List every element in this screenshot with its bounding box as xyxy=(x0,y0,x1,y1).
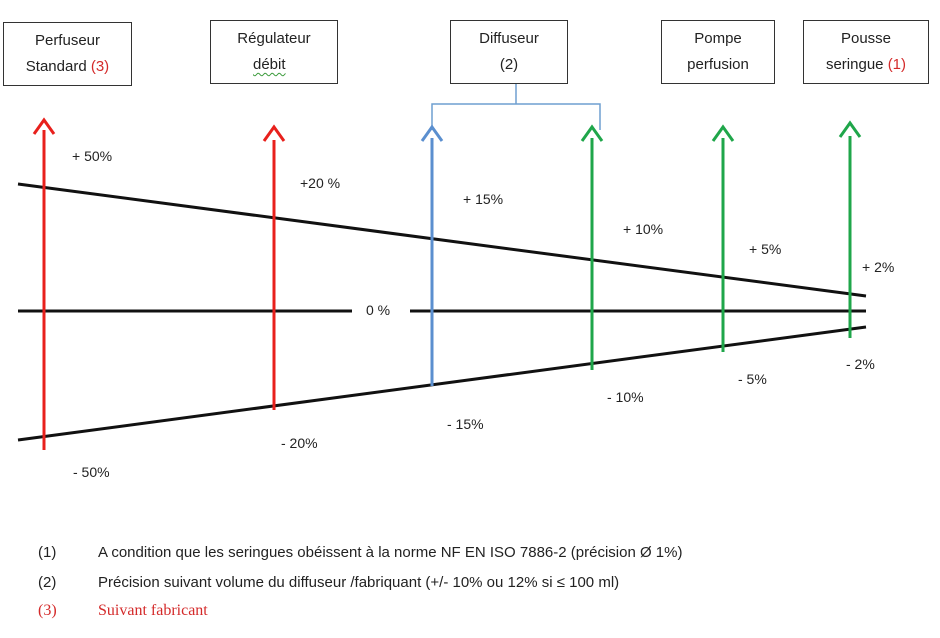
box-diffuseur-line2: (2) xyxy=(499,56,519,73)
box-pousse: Pousse seringue (1) xyxy=(803,20,929,84)
arrow-pompe xyxy=(711,124,735,352)
label-minus-20: - 20% xyxy=(281,435,318,451)
label-plus-50: + 50% xyxy=(72,148,113,164)
box-pousse-ref: (1) xyxy=(887,56,907,73)
label-plus-5: + 5% xyxy=(749,241,782,257)
arrow-diffuseur-green xyxy=(580,124,604,370)
footnote-2-num: (2) xyxy=(38,574,57,591)
box-regulateur-line2-text: débit xyxy=(253,56,286,73)
arrow-perfuseur xyxy=(32,117,56,450)
label-plus-15: + 15% xyxy=(463,191,504,207)
footnote-1-num: (1) xyxy=(38,544,57,561)
label-minus-50: - 50% xyxy=(73,464,110,480)
box-diffuseur-line1: Diffuseur xyxy=(479,30,539,47)
box-pompe-line2: perfusion xyxy=(687,56,749,73)
arrow-regulateur xyxy=(262,124,286,410)
box-perfuseur-line2: Standard (3) xyxy=(4,54,131,80)
label-minus-15: - 15% xyxy=(447,416,484,432)
box-pousse-line2: seringue (1) xyxy=(804,52,928,78)
arrow-diffuseur-blue xyxy=(420,124,444,386)
footnote-1: (1) A condition que les seringues obéisse… xyxy=(38,544,682,561)
label-plus-20: +20 % xyxy=(300,175,341,191)
footnote-1-text: A condition que les seringues obéissent … xyxy=(98,544,683,561)
footnote-3: (3) Suivant fabricant xyxy=(38,602,208,620)
box-perfuseur-line1: Perfuseur xyxy=(34,32,101,49)
box-pompe: Pompe perfusion xyxy=(661,20,775,84)
box-perfuseur: Perfuseur Standard (3) xyxy=(3,22,132,86)
upper-bound-line xyxy=(17,182,867,298)
arrow-pousse xyxy=(838,120,862,338)
label-minus-5: - 5% xyxy=(738,371,767,387)
footnote-3-text: Suivant fabricant xyxy=(98,602,208,619)
box-diffuseur: Diffuseur (2) xyxy=(450,20,568,84)
label-plus-10: + 10% xyxy=(623,221,664,237)
box-regulateur: Régulateur débit xyxy=(210,20,338,84)
footnote-2-text: Précision suivant volume du diffuseur /f… xyxy=(98,574,620,591)
box-pousse-line2-text: seringue xyxy=(825,56,888,73)
label-minus-2: - 2% xyxy=(846,356,875,372)
lower-bound-line xyxy=(17,325,867,442)
box-regulateur-line1: Régulateur xyxy=(237,30,311,47)
label-zero: 0 % xyxy=(366,302,391,318)
label-minus-10: - 10% xyxy=(607,389,644,405)
footnote-2: (2) Précision suivant volume du diffuseur… xyxy=(38,574,619,591)
box-pompe-line1: Pompe xyxy=(694,30,742,47)
footnote-3-num: (3) xyxy=(38,602,57,619)
box-regulateur-line2: débit xyxy=(211,52,337,78)
label-plus-2: + 2% xyxy=(862,259,895,275)
box-perfuseur-line2-text: Standard xyxy=(25,58,91,75)
box-pousse-line1: Pousse xyxy=(840,30,892,47)
diffuseur-bracket xyxy=(431,103,601,130)
box-perfuseur-ref: (3) xyxy=(90,58,110,75)
